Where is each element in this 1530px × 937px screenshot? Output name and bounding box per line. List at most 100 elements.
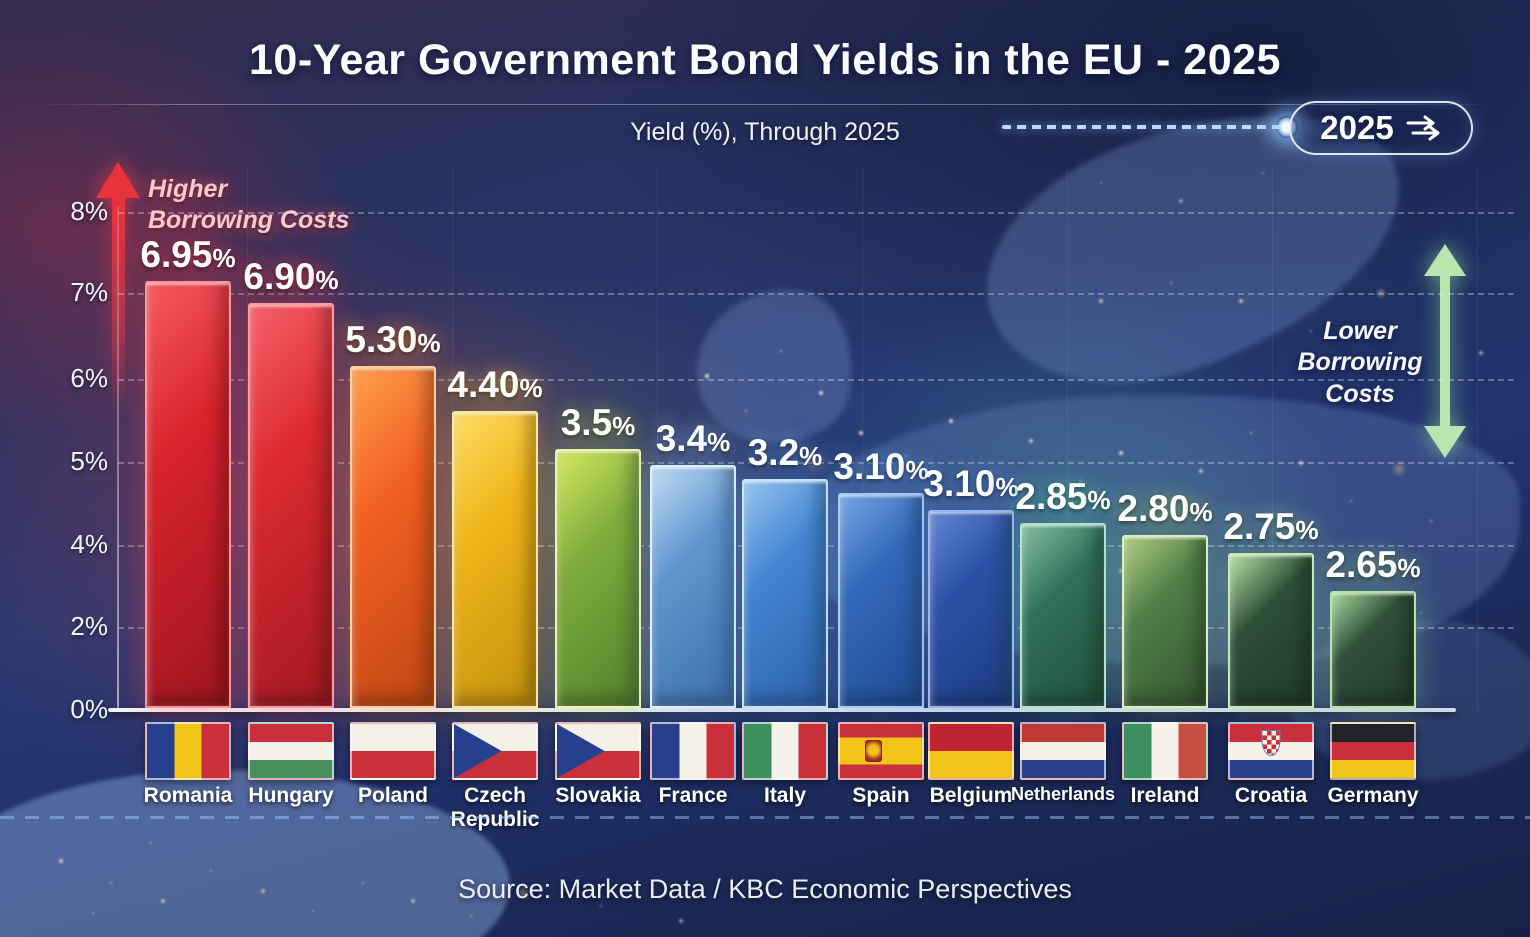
bar-column-croatia: 2.75% [1223,0,1319,710]
bar-value-percent-sign: % [612,411,636,441]
bar-column-hungary: 6.90% [243,0,339,710]
bar-rect-italy [742,479,828,708]
bar-column-netherlands: 2.85% [1015,0,1111,710]
connector-dotted-line [1002,125,1284,129]
bar-value-percent-sign: % [519,373,543,403]
flag-germany [1330,722,1416,780]
bar-rect-poland [350,366,436,708]
arrow-shaft [1440,276,1450,426]
bar-value-label-belgium: 3.10% [923,465,1018,502]
bar-column-poland: 5.30% [345,0,441,710]
arrow-head-down [1424,426,1466,458]
title-divider [0,104,1530,105]
y-tick-label-8-: 8% [70,195,108,226]
bar-value-label-slovakia: 3.5% [561,404,636,441]
flag-box-romania [145,722,231,780]
bar-value-percent-sign: % [1295,515,1319,545]
x-axis-baseline [108,708,1456,712]
bar-value-number: 3.10 [923,463,996,504]
year-badge: 2025 [1289,101,1473,155]
flag-france [650,722,736,780]
flag-romania [145,722,231,780]
bar-column-germany: 2.65% [1325,0,1421,710]
bar-value-percent-sign: % [707,427,731,457]
flag-spain [838,722,924,780]
page-title: 10-Year Government Bond Yields in the EU… [249,36,1281,84]
flag-box-czech-republic [452,722,538,780]
bar-value-percent-sign: % [417,328,441,358]
bar-value-label-netherlands: 2.85% [1015,478,1110,515]
y-tick-label-0-: 0% [70,693,108,724]
bar-column-romania: 6.95% [140,0,236,710]
page-subtitle: Yield (%), Through 2025 [630,118,900,146]
bar-value-percent-sign: % [212,243,236,273]
bar-value-percent-sign: % [1189,497,1213,527]
y-tick-label-5-: 5% [70,445,108,476]
bar-value-label-italy: 3.2% [748,434,823,471]
gridline-8- [118,212,1514,214]
flag-belgium [928,722,1014,780]
bar-rect-romania [145,281,231,708]
flag-italy [742,722,828,780]
flag-box-slovakia [555,722,641,780]
vertical-gridline-6 [1477,168,1478,710]
bar-rect-germany [1330,591,1416,708]
annotation-higher-borrowing-costs: Higher Borrowing Costs [148,175,350,235]
bar-value-number: 3.2 [747,432,800,473]
bar-value-label-czech-republic: 4.40% [447,366,542,403]
bar-rect-france [650,465,736,708]
bar-column-czech-republic: 4.40% [447,0,543,710]
flag-box-croatia [1228,722,1314,780]
bar-value-number: 6.90 [243,256,316,297]
bar-rect-czech-republic [452,411,538,708]
bar-value-label-germany: 2.65% [1325,546,1420,583]
bar-value-label-poland: 5.30% [345,321,440,358]
vertical-gridline-2 [657,168,658,710]
bar-column-spain: 3.10% [833,0,929,710]
y-tick-label-7-: 7% [70,276,108,307]
country-label-croatia: Croatia [1234,784,1308,807]
bar-value-number: 2.65 [1325,544,1398,585]
bar-value-label-romania: 6.95% [140,236,235,273]
bar-value-percent-sign: % [799,441,823,471]
country-label-france: France [658,784,728,807]
flag-croatia [1228,722,1314,780]
bar-value-number: 3.10 [833,446,906,487]
bar-column-france: 3.4% [650,0,736,710]
country-label-slovakia: Slovakia [555,784,641,807]
gridline-6- [118,379,1514,381]
bar-rect-croatia [1228,553,1314,708]
country-label-netherlands: Netherlands [1010,784,1116,804]
gridline-5- [118,462,1514,464]
bar-value-label-ireland: 2.80% [1117,490,1212,527]
bar-rect-ireland [1122,535,1208,708]
bar-value-percent-sign: % [1087,485,1111,515]
country-label-hungary: Hungary [248,784,334,807]
flag-czech-republic [452,722,538,780]
bar-column-slovakia: 3.5% [555,0,641,710]
bar-value-number: 3.4 [655,418,708,459]
country-label-germany: Germany [1327,784,1419,807]
annotation-lower-borrowing-costs: Lower Borrowing Costs [1297,317,1423,408]
flag-triangle [557,724,605,778]
bar-value-number: 5.30 [345,319,418,360]
bar-rect-belgium [928,510,1014,708]
flag-ireland [1122,722,1208,780]
flag-box-italy [742,722,828,780]
flag-box-france [650,722,736,780]
bar-rect-hungary [248,303,334,708]
source-text: Source: Market Data / KBC Economic Persp… [458,874,1072,904]
bar-value-label-hungary: 6.90% [243,258,338,295]
country-label-italy: Italy [763,784,807,807]
vertical-gridline-4 [1067,168,1068,710]
flag-box-poland [350,722,436,780]
flag-hungary [248,722,334,780]
flag-box-germany [1330,722,1416,780]
y-tick-label-6-: 6% [70,362,108,393]
country-label-ireland: Ireland [1130,784,1200,807]
bar-value-percent-sign: % [995,472,1019,502]
country-label-romania: Romania [143,784,233,807]
flag-netherlands [1020,722,1106,780]
gridline-7- [118,293,1514,295]
